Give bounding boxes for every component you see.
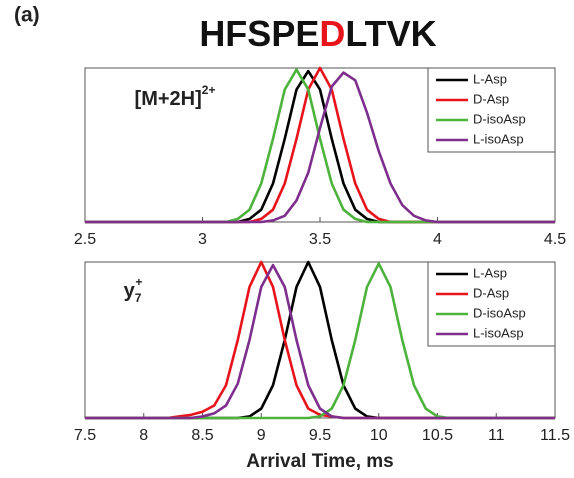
annotation-sup: + (135, 275, 142, 289)
x-tick-label: 9 (257, 427, 266, 444)
annotation: [M+2H]2+ (135, 83, 216, 110)
legend-label: L-Asp (473, 71, 507, 86)
title-part: HFSPE (199, 13, 319, 54)
panel-label: (a) (14, 4, 40, 27)
x-tick-label: 10.5 (422, 427, 453, 444)
figure-title: HFSPEDLTVK (199, 13, 436, 54)
title-part: LTVK (345, 13, 436, 54)
x-tick-label: 4.5 (544, 231, 566, 248)
legend-label: D-Asp (473, 285, 509, 300)
annotation: y7 + (124, 275, 143, 305)
x-tick-label: 3 (198, 231, 207, 248)
annotation-sup: 2+ (202, 83, 216, 97)
annotation-base: y (124, 280, 136, 302)
series-line (85, 71, 555, 224)
series-line (85, 263, 555, 420)
annotation-base: [M+2H] (135, 88, 202, 110)
x-tick-label: 8 (139, 427, 148, 444)
legend-box (427, 261, 556, 347)
x-axis-label: Arrival Time, ms (246, 451, 394, 472)
legend-label: L-isoAsp (473, 131, 524, 146)
x-tick-label: 3.5 (309, 231, 331, 248)
x-tick-label: 7.5 (74, 427, 96, 444)
x-tick-label: 9.5 (309, 427, 331, 444)
legend-label: D-isoAsp (473, 111, 526, 126)
legend-label: D-isoAsp (473, 305, 526, 320)
x-tick-label: 11 (488, 427, 505, 444)
legend-label: L-isoAsp (473, 325, 524, 340)
x-tick-label: 10 (370, 427, 388, 444)
legend-label: D-Asp (473, 91, 509, 106)
title-part: D (319, 13, 345, 54)
x-tick-label: 2.5 (74, 231, 96, 248)
x-tick-label: 11.5 (540, 427, 570, 444)
annotation-sub: 7 (135, 291, 142, 305)
x-tick-label: 8.5 (191, 427, 213, 444)
x-tick-label: 4 (433, 231, 442, 248)
legend-box (427, 67, 556, 153)
legend-label: L-Asp (473, 265, 507, 280)
